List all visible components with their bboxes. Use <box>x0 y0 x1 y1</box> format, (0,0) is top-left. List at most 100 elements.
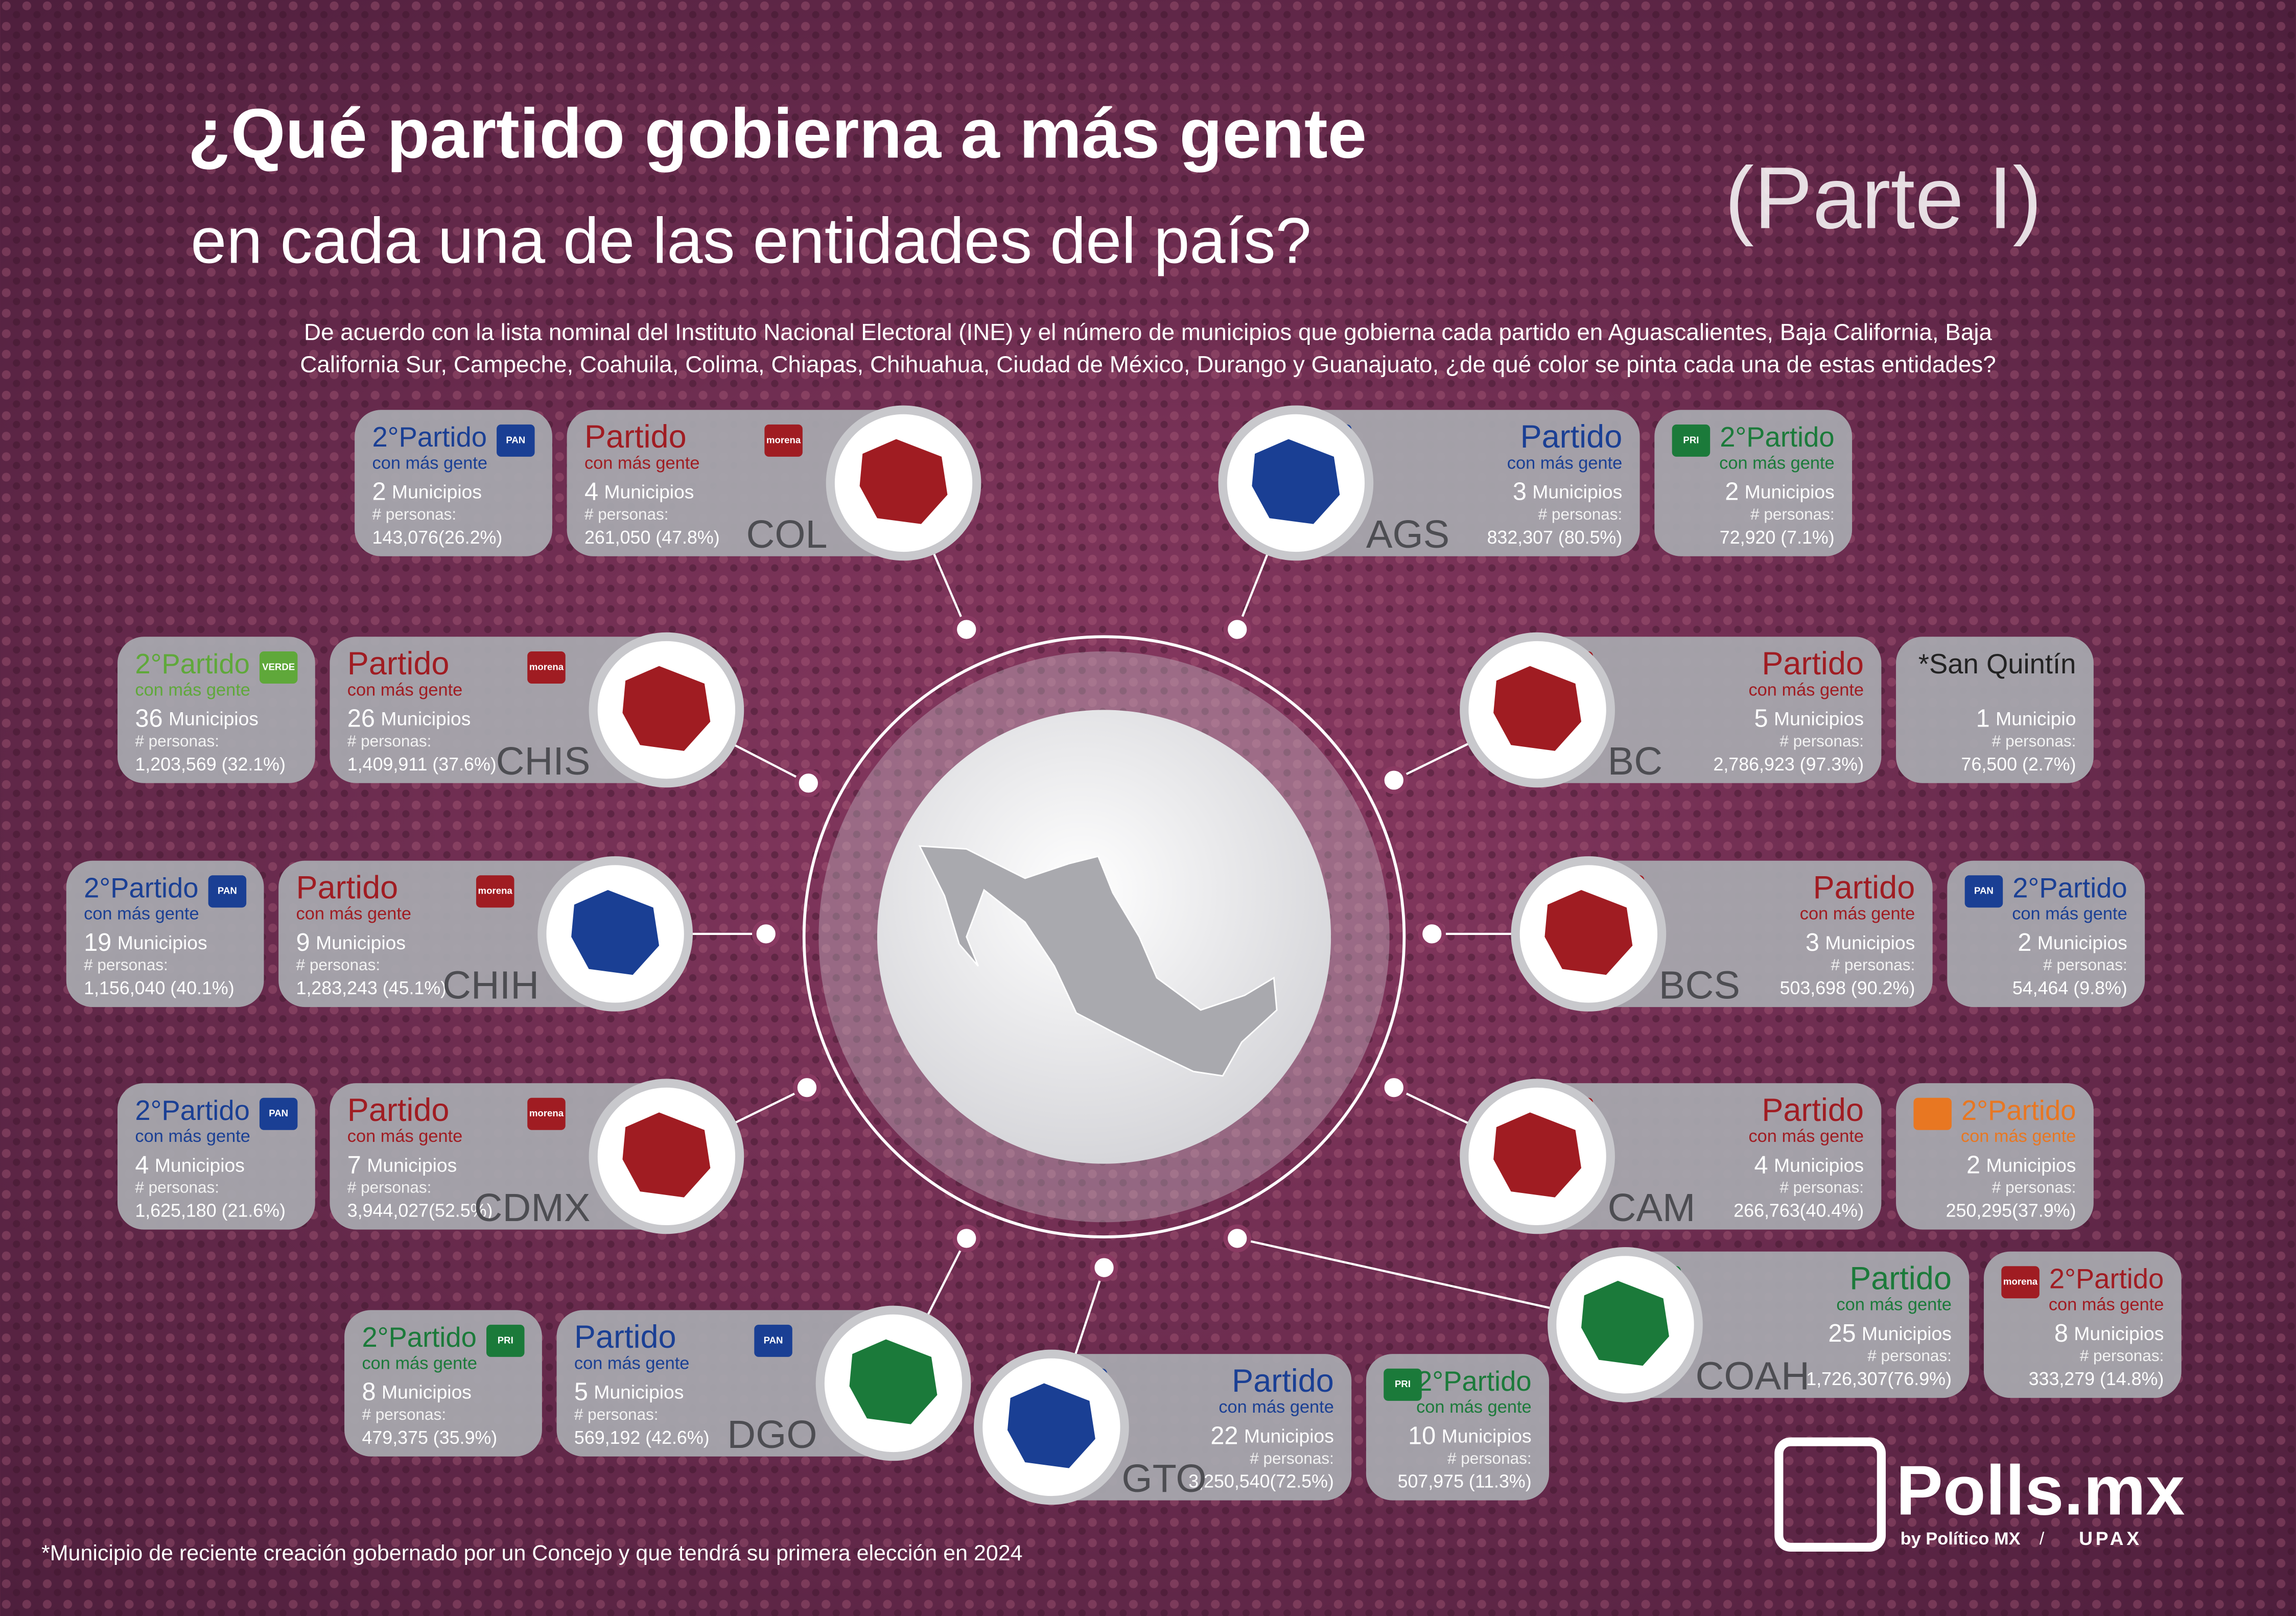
municipios-unit: Municipios <box>316 932 406 953</box>
municipios-unit: Municipios <box>1774 708 1864 729</box>
municipios-unit: Municipios <box>382 1381 472 1402</box>
personas-value: 479,375 (35.9%) <box>362 1427 497 1448</box>
municipios: 5 Municipios <box>574 1378 684 1406</box>
municipios: 2 Municipios <box>1725 478 1834 505</box>
personas-value: 266,763(40.4%) <box>1733 1201 1864 1221</box>
municipios-count: 4 <box>584 478 598 505</box>
state-shape <box>1252 439 1340 524</box>
party-card <box>1896 637 2094 783</box>
personas-value: 3,944,027(52.5%) <box>347 1201 493 1221</box>
municipios-unit: Municipios <box>2074 1323 2164 1344</box>
municipios-count: 10 <box>1408 1422 1436 1449</box>
party-logo-text: morena <box>529 661 564 672</box>
party-title: Partido <box>1232 1363 1334 1399</box>
brand-by: by Político MX <box>1901 1529 2021 1549</box>
party-title: 2°Partido <box>1720 421 1834 453</box>
state-abbr: CDMX <box>474 1186 591 1230</box>
intro-line: De acuerdo con la lista nominal del Inst… <box>304 319 1993 345</box>
party-logo <box>497 424 535 457</box>
party-logo-text: PAN <box>218 885 237 896</box>
municipios: 26 Municipios <box>347 705 471 732</box>
title: ¿Qué partido gobierna a más gente <box>188 95 1367 173</box>
state-shape <box>859 439 948 524</box>
party-logo-text: morena <box>478 885 513 896</box>
ring-node <box>1418 920 1446 948</box>
personas-label: # personas: <box>135 732 219 750</box>
party-logo-text: VERDE <box>262 661 295 672</box>
party-title: Partido <box>1762 1092 1864 1128</box>
ring-node <box>952 1224 980 1253</box>
party-logo <box>486 1324 525 1357</box>
brand-icon <box>1774 1437 1886 1552</box>
municipios-unit: Municipios <box>2037 932 2127 953</box>
municipios-count: 4 <box>1754 1151 1768 1179</box>
ring-node <box>1380 766 1408 794</box>
municipios-count: 2 <box>372 478 386 505</box>
mexico-map <box>918 845 1278 1077</box>
party-logo <box>259 1097 298 1130</box>
state-abbr: AGS <box>1366 512 1449 556</box>
state-abbr: DGO <box>727 1413 817 1457</box>
party-logo <box>1964 875 2003 908</box>
personas-label: # personas: <box>1447 1449 1532 1467</box>
party-logo <box>208 875 247 908</box>
ring-node <box>1223 1224 1251 1253</box>
party-subtitle: con más gente <box>135 1127 250 1146</box>
personas-value: 1,156,040 (40.1%) <box>84 978 235 998</box>
municipios-count: 8 <box>2054 1320 2068 1347</box>
party-card <box>1588 860 1933 1008</box>
ring-node <box>794 769 823 798</box>
party-title: Partido <box>1813 870 1915 906</box>
state-abbr: BC <box>1608 739 1662 783</box>
municipios-unit: Municipios <box>1244 1425 1334 1446</box>
municipios-unit: Municipios <box>367 1154 457 1176</box>
municipios-count: 25 <box>1828 1320 1856 1347</box>
personas-label: # personas: <box>1779 1178 1864 1197</box>
municipios-count: 3 <box>1806 929 1819 956</box>
personas-label: # personas: <box>574 1405 659 1423</box>
municipios-unit: Municipios <box>1442 1425 1532 1446</box>
municipios-count: 19 <box>84 929 111 956</box>
brand-sep: / <box>2040 1529 2045 1549</box>
personas-value: 1,203,569 (32.1%) <box>135 754 286 775</box>
party-logo <box>764 424 803 457</box>
party-logo-text: PRI <box>1683 434 1699 445</box>
municipios: 3 Municipios <box>1513 478 1622 505</box>
party-title: Partido <box>1762 646 1864 682</box>
party-card <box>556 1310 894 1457</box>
personas-label: # personas: <box>1867 1346 1952 1365</box>
personas-value: 72,920 (7.1%) <box>1720 527 1835 548</box>
party-title: Partido <box>584 419 687 455</box>
party-card <box>330 637 667 783</box>
personas-label: # personas: <box>1750 505 1835 523</box>
party-logo-text: PAN <box>764 1334 783 1345</box>
party-subtitle: con más gente <box>584 453 700 473</box>
municipios-unit: Municipios <box>169 708 259 729</box>
party-logo <box>527 1097 566 1130</box>
personas-value: 3,250,540(72.5%) <box>1188 1471 1334 1492</box>
municipios: 9 Municipios <box>296 929 406 956</box>
municipios: 25 Municipios <box>1828 1320 1952 1347</box>
municipios-count: 4 <box>135 1151 149 1179</box>
ring-node <box>1223 615 1251 644</box>
party-title: 2°Partido <box>135 1095 249 1126</box>
municipios-unit: Municipios <box>594 1381 684 1402</box>
party-logo <box>1384 1368 1422 1401</box>
state-shape <box>622 1112 711 1198</box>
personas-label: # personas: <box>2043 955 2127 974</box>
state-abbr: GTO <box>1121 1457 1206 1501</box>
personas-label: # personas: <box>372 505 457 523</box>
state-abbr: CHIS <box>496 739 591 783</box>
personas-value: 54,464 (9.8%) <box>2012 978 2127 998</box>
party-logo-text: morena <box>2003 1276 2038 1287</box>
personas-label: # personas: <box>347 732 432 750</box>
personas-value: 2,786,923 (97.3%) <box>1713 754 1864 775</box>
municipios-count: 5 <box>574 1378 588 1406</box>
party-card <box>1537 1083 1882 1230</box>
personas-label: # personas: <box>1831 955 1915 974</box>
municipios-count: 3 <box>1513 478 1527 505</box>
personas-value: 1,625,180 (21.6%) <box>135 1201 286 1221</box>
party-subtitle: con más gente <box>1416 1397 1532 1417</box>
party-title: 2°Partido <box>362 1322 476 1353</box>
